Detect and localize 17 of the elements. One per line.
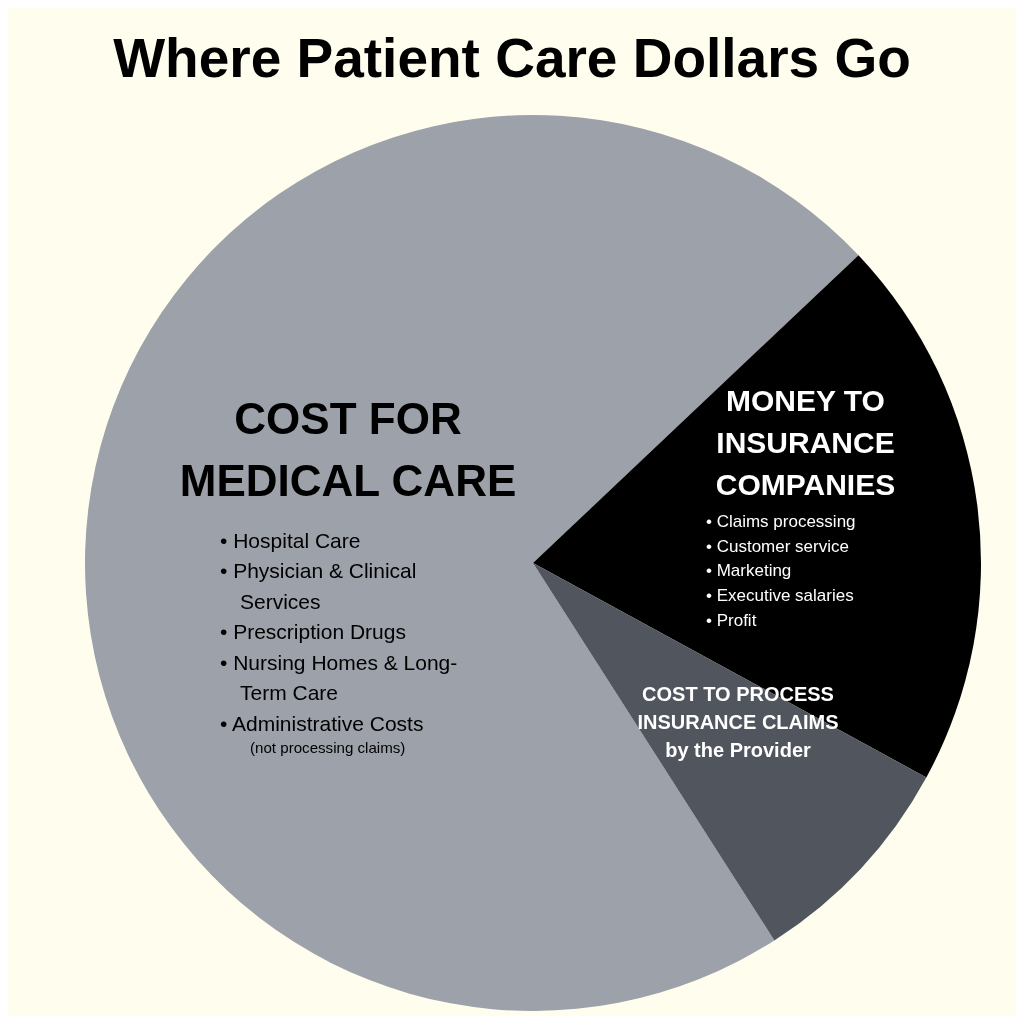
text: (not processing claims) [249, 739, 407, 758]
slice-label: MONEY TO INSURANCE COMPANIES [714, 383, 897, 503]
text: • Customer service [706, 535, 850, 558]
text: • Profit [706, 609, 758, 632]
text: • Physician & Clinical Services [220, 558, 418, 615]
text: • Marketing [706, 560, 793, 583]
pie-slice [533, 563, 927, 941]
text: • Administrative Costs [220, 711, 424, 735]
text: • Prescription Drugs [220, 619, 407, 646]
text: • Claims processing [706, 511, 857, 533]
chart-title: Where Patient Care Dollars Go [112, 26, 912, 90]
slice-label: COST TO PROCESS INSURANCE CLAIMS by the Provider [636, 682, 840, 763]
text: • Hospital Care [220, 528, 362, 554]
text: • Executive salaries [706, 584, 855, 607]
text: • Nursing Homes & Long-Term Care [220, 649, 459, 707]
slice-label: COST FOR MEDICAL CARE [178, 393, 518, 507]
pie-slice [533, 255, 981, 778]
